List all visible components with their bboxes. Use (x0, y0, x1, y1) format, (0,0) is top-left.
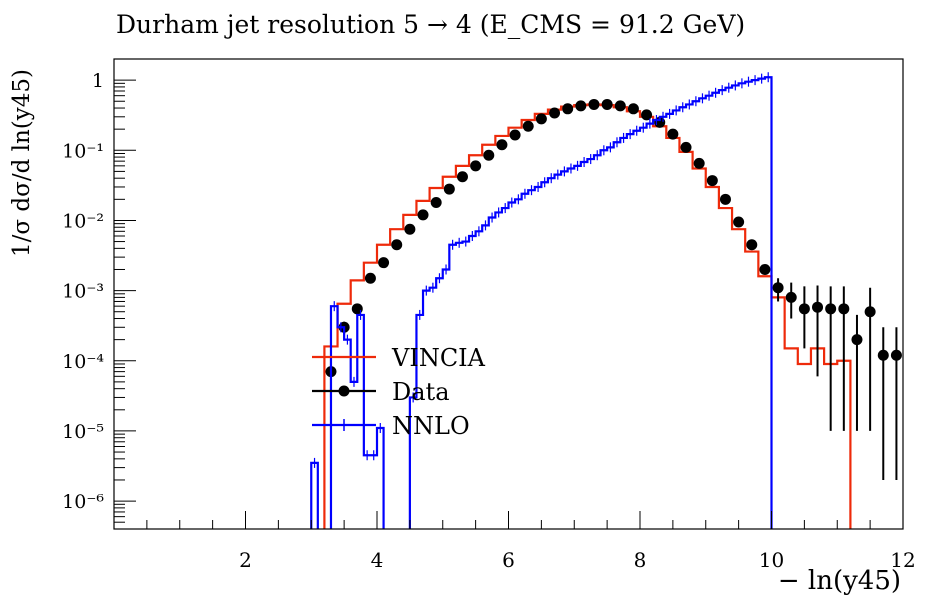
y-tick-label: 10⁻⁶ (62, 491, 104, 513)
data-point (798, 303, 810, 315)
data-point (825, 303, 837, 315)
x-tick-label: 8 (634, 548, 647, 572)
data-point (627, 103, 639, 115)
x-tick-label: 10 (759, 548, 784, 572)
legend-marker (338, 385, 350, 397)
data-point (746, 239, 758, 251)
data-point (483, 149, 495, 161)
x-tick-label: 6 (502, 548, 515, 572)
y-tick-label: 10⁻⁴ (62, 351, 104, 373)
y-tick-label: 10⁻³ (62, 281, 104, 303)
data-point (838, 303, 850, 315)
x-tick-label: 2 (239, 548, 252, 572)
data-point (772, 282, 784, 294)
data-point (693, 157, 705, 169)
y-tick-label: 10⁻¹ (62, 140, 104, 162)
y-tick-label: 10⁻⁵ (62, 421, 104, 443)
data-point (785, 291, 797, 303)
legend-entry-data: Data (312, 378, 450, 406)
data-point (549, 107, 561, 119)
data-point (562, 103, 574, 115)
data-point (535, 113, 547, 125)
data-point (522, 120, 534, 132)
data-point (509, 129, 521, 141)
data-point (812, 301, 824, 313)
series-vincia (323, 103, 852, 529)
vincia-line (323, 103, 852, 529)
data-point (667, 128, 679, 140)
data-point (877, 349, 889, 361)
data-point (733, 216, 745, 228)
data-point (890, 349, 902, 361)
x-tick-label: 12 (890, 548, 915, 572)
data-point (641, 109, 653, 121)
legend-label: VINCIA (391, 344, 486, 372)
data-point (864, 306, 876, 318)
data-point (430, 197, 442, 209)
series-nnlo (310, 72, 773, 529)
data-point (680, 141, 692, 153)
data-point (391, 239, 403, 251)
data-point (364, 272, 376, 284)
data-point (470, 160, 482, 172)
chart-title: Durham jet resolution 5 → 4 (E_CMS = 91.… (116, 10, 746, 39)
data-point (496, 139, 508, 151)
legend: VINCIA Data NNLO (312, 344, 486, 440)
legend-entry-nnlo: NNLO (312, 412, 470, 440)
data-point (404, 223, 416, 235)
y-tick-label: 1 (92, 70, 104, 92)
legend-entry-vincia: VINCIA (312, 344, 486, 372)
nnlo-line (310, 76, 773, 529)
y-tick-label: 10⁻² (62, 210, 104, 232)
data-point (575, 100, 587, 112)
data-point (443, 183, 455, 195)
data-point (588, 98, 600, 110)
data-point (601, 98, 613, 110)
x-tick-label: 4 (371, 548, 384, 572)
legend-label: NNLO (392, 412, 470, 440)
data-point (456, 171, 468, 183)
y-axis-label: 1/σ dσ/d ln(y45) (9, 69, 35, 257)
data-point (417, 209, 429, 221)
data-point (378, 257, 390, 269)
data-point (759, 263, 771, 275)
x-axis-label: − ln(y45) (777, 566, 901, 596)
data-point (719, 193, 731, 205)
data-point (614, 100, 626, 112)
legend-label: Data (392, 378, 450, 406)
data-point (706, 175, 718, 187)
data-point (851, 334, 863, 346)
